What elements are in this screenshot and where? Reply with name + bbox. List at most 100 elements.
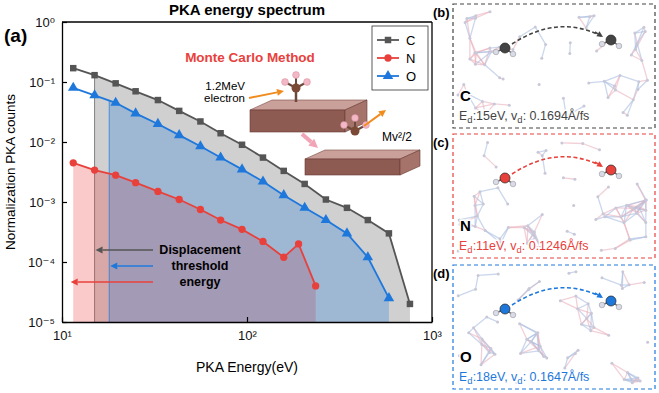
displacement-label: Ed:15eV, vd: 0.1694Å/fs: [459, 108, 589, 125]
atom: [352, 115, 359, 122]
element-label: C: [460, 87, 471, 104]
network-atom: [607, 334, 610, 337]
network-atom: [488, 47, 491, 50]
threshold-arrow: [117, 265, 153, 266]
network-bond: [638, 80, 648, 89]
network-atom: [576, 307, 579, 310]
annotations: DisplacementthresholdenergyMonte Carlo M…: [71, 50, 420, 289]
slab-side: [400, 150, 420, 175]
network-atom: [544, 43, 547, 46]
network-atom: [623, 221, 626, 224]
network-bond: [591, 313, 593, 327]
network-atom: [484, 229, 487, 232]
network-atom: [580, 323, 583, 326]
data-point: [260, 154, 266, 160]
highlight-neighbor: [510, 312, 516, 318]
network-bond: [458, 289, 475, 296]
network-atom: [530, 340, 533, 343]
side-panel: (d) O Ed:18eV, vd: 0.1647Å/fs: [433, 265, 655, 389]
y-axis-title: Normalization PKA counts: [3, 94, 18, 250]
threshold-annotation: energy: [180, 275, 221, 289]
network-bond: [604, 81, 614, 86]
y-tick-label: 10⁻⁴: [28, 255, 55, 270]
plot-area: [68, 22, 413, 322]
network-atom: [495, 165, 498, 168]
network-bond: [635, 31, 645, 33]
highlight-atom: [500, 43, 510, 53]
network-atom: [497, 272, 500, 275]
network-atom: [646, 341, 649, 344]
displacement-arrow-head: [596, 161, 603, 167]
network-bond: [528, 282, 539, 290]
network-atom: [583, 105, 586, 108]
threshold-annotation: threshold: [172, 259, 229, 273]
network-bond: [623, 100, 633, 113]
network-atom: [621, 270, 624, 273]
y-tick: 10⁻⁴: [28, 255, 67, 270]
highlight-neighbor: [599, 41, 605, 47]
side-panel-label: (d): [433, 266, 450, 281]
network-atom: [596, 195, 599, 198]
data-point: [217, 130, 223, 136]
displacement-path: [512, 157, 601, 174]
atom: [292, 84, 301, 93]
data-point: [174, 129, 185, 138]
y-axis-line: [62, 23, 63, 323]
data-point: [299, 202, 310, 211]
threshold-arrow: [78, 281, 153, 282]
network-atom: [542, 355, 545, 358]
atom: [304, 79, 311, 86]
network-atom: [474, 17, 477, 20]
network-atom: [536, 331, 539, 334]
network-atom: [483, 154, 486, 157]
network-atom: [490, 50, 493, 53]
threshold-arrow-head: [96, 247, 103, 254]
network-bond: [623, 272, 629, 285]
network-atom: [600, 249, 603, 252]
network-atom: [630, 53, 633, 56]
network-atom: [568, 52, 571, 55]
threshold-arrow-head: [110, 263, 117, 270]
network-atom: [614, 247, 617, 250]
label-segment: E: [459, 239, 467, 253]
network-bond: [636, 31, 646, 49]
displacement-arrow: [595, 162, 598, 164]
side-panel: (b) C Ed:15eV, vd: 0.1694Å/fs: [433, 4, 655, 128]
element-label: O: [460, 348, 472, 365]
x-tick-label: 10¹: [53, 328, 72, 343]
network-atom: [644, 30, 647, 33]
network-atom: [473, 204, 476, 207]
data-point: [110, 97, 121, 106]
network-atom: [535, 332, 538, 335]
displacement-label: Ed:18eV, vd: 0.1647Å/fs: [459, 369, 589, 386]
figure: (a)PKA energy spectrum10¹10²10³10⁰10⁻¹10…: [0, 0, 659, 393]
y-tick: 10⁻⁵: [28, 315, 67, 330]
network-bond: [481, 348, 491, 364]
network-atom: [467, 331, 470, 334]
network-atom: [478, 190, 481, 193]
network-atom: [622, 111, 625, 114]
legend-symbol: [383, 70, 394, 79]
legend-box: [372, 26, 428, 90]
network-bond: [608, 86, 614, 97]
network-bond: [604, 75, 620, 81]
recoil-arrow-head: [378, 110, 386, 117]
network-atom: [502, 78, 505, 81]
side-panel-label: (b): [433, 5, 450, 20]
side-panel: (c)NEd:11eV, vd: 0.1246Å/fs: [433, 134, 655, 258]
network-bond: [634, 208, 646, 222]
y-tick: 10⁻¹: [29, 75, 67, 90]
plot-frame: [62, 21, 432, 22]
x-tick: 10²: [238, 317, 257, 343]
network-bond: [615, 239, 629, 248]
network-bond: [624, 223, 629, 239]
displacement-arrow-head: [596, 292, 603, 298]
molecule: [282, 72, 311, 102]
slab: [305, 150, 420, 175]
network-bond: [637, 184, 645, 200]
network-atom: [539, 345, 542, 348]
network-atom: [581, 142, 584, 145]
network-atom: [541, 154, 544, 157]
data-point: [344, 205, 350, 211]
network-atom: [633, 32, 636, 35]
